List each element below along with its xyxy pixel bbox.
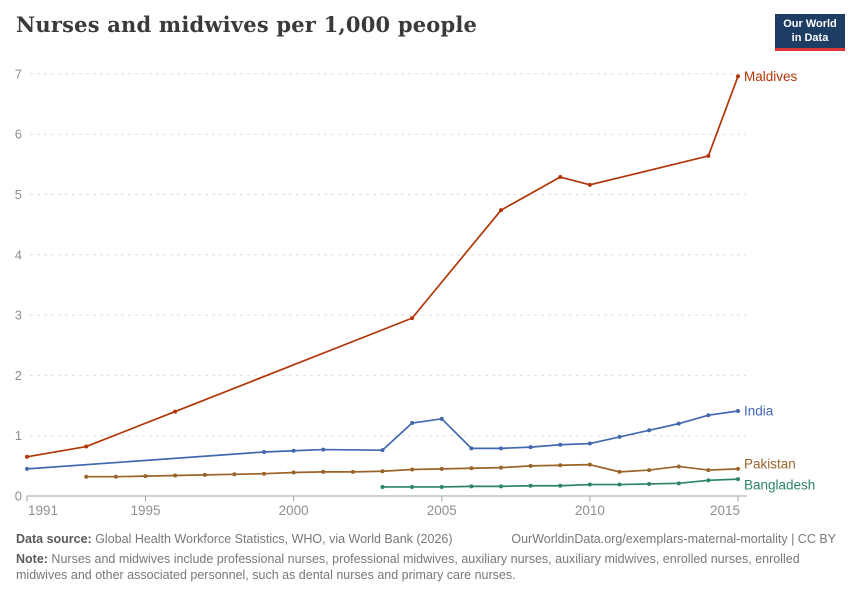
note-label: Note: — [16, 551, 48, 566]
owid-logo[interactable]: Our World in Data — [775, 14, 845, 51]
y-axis-tick-label: 7 — [15, 66, 22, 81]
data-point-pakistan — [617, 469, 622, 474]
data-point-maldives — [25, 454, 29, 459]
x-axis-tick-label: 2015 — [710, 503, 740, 518]
data-point-pakistan — [676, 464, 681, 469]
data-point-bangladesh — [528, 483, 533, 488]
x-axis-tick-label: 1991 — [28, 503, 58, 518]
data-point-india — [321, 447, 326, 452]
data-point-pakistan — [84, 474, 89, 479]
series-label-india: India — [744, 403, 774, 418]
data-point-pakistan — [202, 472, 207, 477]
x-axis-tick-label: 2010 — [575, 503, 605, 518]
chart-footer: Data source: Global Health Workforce Sta… — [16, 531, 836, 584]
data-point-pakistan — [528, 463, 533, 468]
data-point-pakistan — [321, 469, 326, 474]
data-point-bangladesh — [736, 477, 740, 482]
page-title: Nurses and midwives per 1,000 people — [16, 12, 478, 37]
data-point-pakistan — [736, 466, 740, 471]
x-axis-tick-label: 1995 — [130, 503, 160, 518]
line-chart-canvas: 0 1 2 3 4 5 6 7 1991 1995 2000 2005 2010 2015 Maldives… — [15, 66, 816, 518]
series-label-pakistan: Pakistan — [744, 456, 796, 471]
data-point-pakistan — [262, 471, 266, 476]
data-point-india — [736, 408, 740, 413]
data-point-bangladesh — [558, 483, 563, 488]
x-axis-tick-label: 2005 — [427, 503, 457, 518]
y-axis-tick-label: 2 — [15, 368, 22, 383]
data-point-bangladesh — [647, 481, 652, 486]
data-source-label: Data source: — [16, 532, 92, 546]
data-point-bangladesh — [380, 484, 385, 489]
data-point-maldives — [736, 74, 740, 79]
data-point-maldives — [558, 175, 563, 180]
data-point-bangladesh — [617, 482, 622, 487]
note-line: Note: Nurses and midwives include profes… — [16, 551, 836, 584]
data-point-bangladesh — [469, 484, 474, 489]
data-point-pakistan — [380, 469, 385, 474]
data-point-pakistan — [143, 474, 148, 479]
data-point-maldives — [706, 153, 711, 158]
data-point-maldives — [499, 208, 503, 213]
data-point-pakistan — [706, 468, 711, 473]
data-point-bangladesh — [410, 484, 415, 489]
y-axis-tick-label: 0 — [15, 489, 22, 504]
data-point-pakistan — [232, 472, 237, 477]
data-point-pakistan — [113, 474, 118, 479]
data-point-india — [647, 428, 652, 433]
data-point-india — [528, 445, 533, 450]
series-line-maldives — [26, 75, 739, 458]
y-axis-tick-label: 4 — [15, 247, 22, 262]
data-point-pakistan — [350, 469, 355, 474]
data-point-india — [410, 421, 415, 426]
data-point-india — [617, 434, 622, 439]
owid-url-link[interactable]: OurWorldinData.org/exemplars-maternal-mo… — [511, 532, 836, 546]
y-axis-tick-label: 6 — [15, 127, 22, 142]
data-point-maldives — [173, 409, 178, 414]
series-line-india — [26, 410, 739, 470]
series-label-maldives: Maldives — [744, 69, 798, 84]
data-point-india — [380, 448, 385, 453]
data-point-maldives — [84, 444, 89, 449]
data-source-text: Global Health Workforce Statistics, WHO,… — [91, 532, 453, 546]
data-point-india — [469, 446, 474, 451]
data-point-pakistan — [587, 462, 592, 467]
data-point-india — [676, 421, 681, 426]
data-point-maldives — [410, 316, 415, 321]
data-source-line: Data source: Global Health Workforce Sta… — [16, 531, 453, 548]
data-point-india — [25, 466, 29, 471]
note-text: Nurses and midwives include professional… — [16, 551, 800, 583]
data-point-pakistan — [469, 466, 474, 471]
data-point-india — [439, 416, 444, 421]
data-point-pakistan — [291, 470, 296, 475]
data-point-pakistan — [647, 468, 652, 473]
y-axis-tick-label: 3 — [15, 308, 22, 323]
data-point-india — [558, 442, 563, 447]
data-point-pakistan — [439, 466, 444, 471]
data-point-bangladesh — [499, 484, 503, 489]
data-point-india — [587, 441, 592, 446]
series-label-bangladesh: Bangladesh — [744, 478, 815, 493]
data-point-pakistan — [173, 473, 178, 478]
data-point-bangladesh — [676, 481, 681, 486]
data-point-pakistan — [499, 465, 503, 470]
data-point-maldives — [587, 182, 592, 187]
logo-line-1: Our World — [783, 18, 837, 30]
data-point-india — [706, 413, 711, 418]
logo-line-2: in Data — [791, 31, 829, 44]
data-point-bangladesh — [587, 482, 592, 487]
y-axis-tick-label: 1 — [15, 428, 22, 443]
y-axis-tick-label: 5 — [15, 187, 22, 202]
data-point-bangladesh — [706, 478, 711, 483]
data-point-india — [499, 446, 503, 451]
data-point-india — [291, 448, 296, 453]
data-point-pakistan — [558, 463, 563, 468]
data-point-india — [262, 449, 266, 454]
data-point-pakistan — [410, 467, 415, 472]
x-axis-tick-label: 2000 — [279, 503, 309, 518]
data-point-bangladesh — [439, 484, 444, 489]
